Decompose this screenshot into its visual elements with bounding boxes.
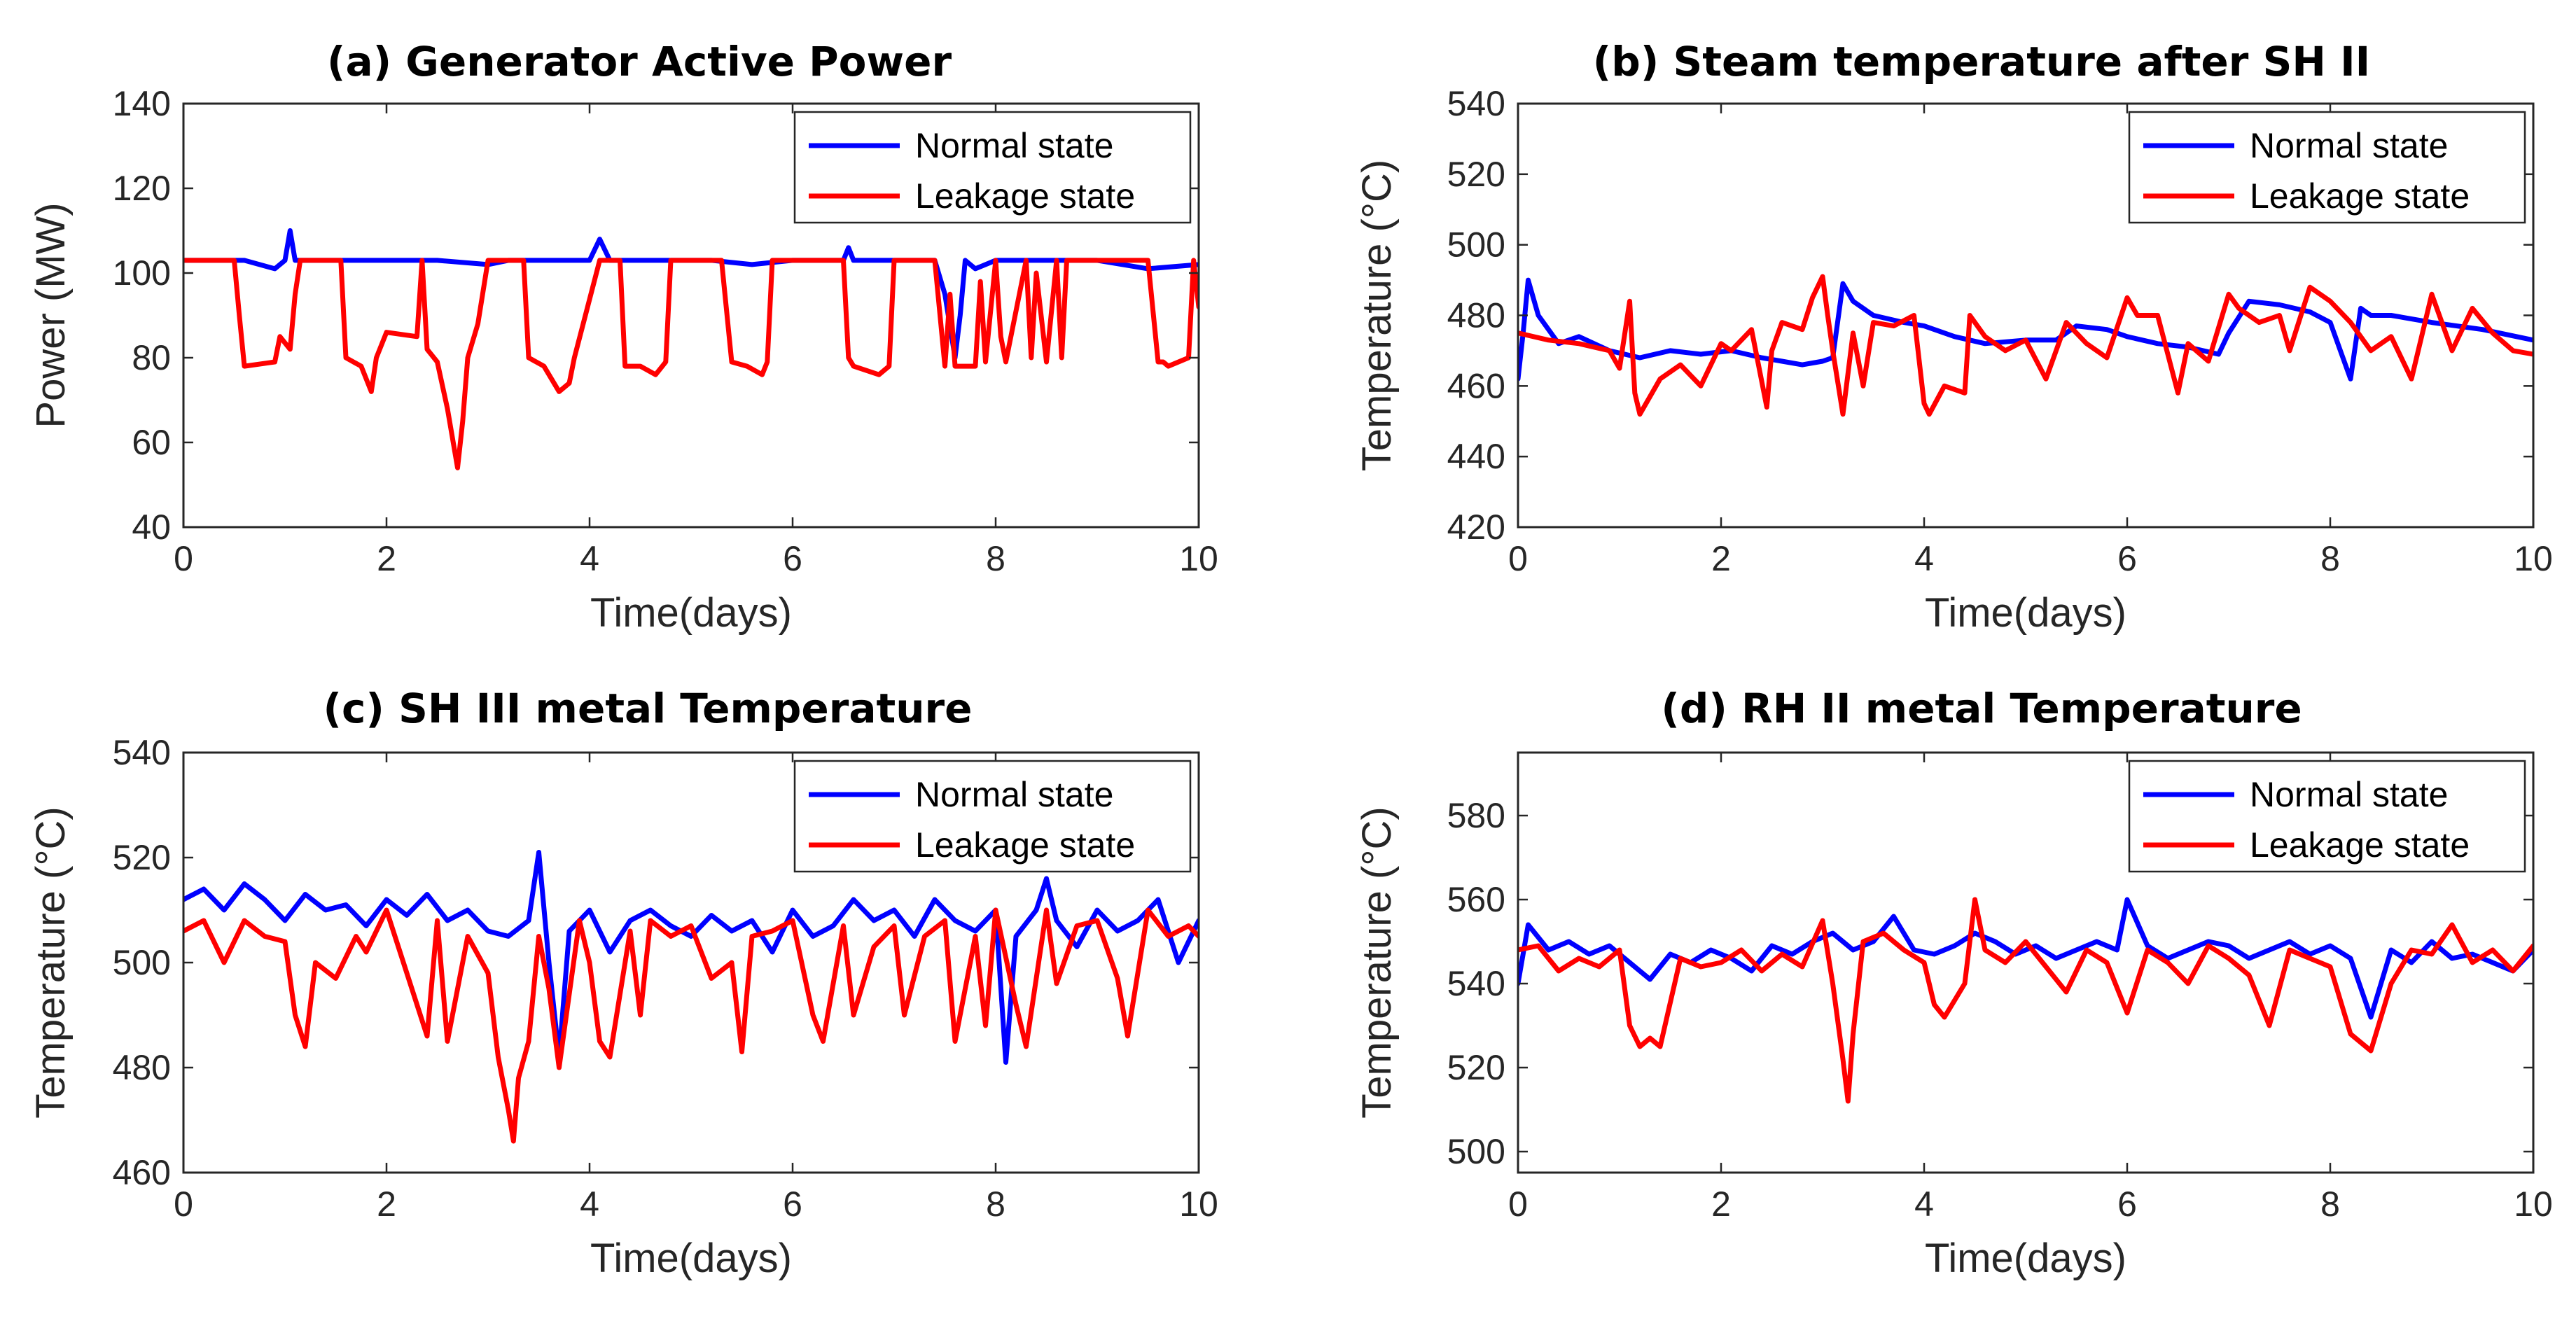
- legend-label: Normal state: [915, 775, 1113, 814]
- y-tick-label: 540: [113, 733, 171, 772]
- x-tick-label: 10: [1179, 1184, 1218, 1224]
- y-tick-label: 440: [1447, 437, 1505, 476]
- x-tick-label: 0: [1508, 539, 1528, 578]
- legend-label: Leakage state: [915, 825, 1135, 865]
- x-tick-label: 0: [174, 1184, 193, 1224]
- x-tick-label: 4: [580, 1184, 599, 1224]
- x-tick-label: 2: [1711, 1184, 1731, 1224]
- y-tick-label: 420: [1447, 508, 1505, 547]
- y-tick-label: 500: [1447, 1132, 1505, 1171]
- x-tick-label: 10: [1179, 539, 1218, 578]
- legend-box: [793, 760, 1192, 873]
- plot-frame: [182, 102, 1200, 529]
- y-tick-label: 80: [132, 338, 171, 377]
- legend-box: [2128, 111, 2526, 224]
- plot-frame: [1517, 751, 2535, 1174]
- x-tick-label: 4: [1914, 539, 1934, 578]
- y-axis-label: Temperature (°C): [1354, 806, 1400, 1118]
- x-tick-label: 4: [1914, 1184, 1934, 1224]
- legend-label: Leakage state: [915, 176, 1135, 216]
- chart-title: (d) RH II metal Temperature: [1661, 685, 2302, 732]
- y-tick-label: 480: [113, 1048, 171, 1087]
- legend-box: [793, 111, 1192, 224]
- legend: Normal state Leakage state: [793, 111, 1192, 224]
- panel-d: 0 2 4 6 8 10 500 520 540 560 580 (d) RH II metal Te…: [1354, 685, 2553, 1281]
- y-axis-label: Temperature (°C): [28, 806, 74, 1118]
- x-tick-label: 6: [2117, 1184, 2137, 1224]
- x-axis-label: Time(days): [590, 1236, 792, 1281]
- series-line-leakage-state: [183, 258, 1199, 470]
- y-axis-label: Temperature (°C): [1354, 160, 1400, 471]
- x-tick-label: 10: [2514, 1184, 2553, 1224]
- chart-title: (c) SH III metal Temperature: [323, 685, 973, 732]
- y-tick-label: 480: [1447, 296, 1505, 335]
- series-line-leakage-state: [1518, 274, 2533, 417]
- x-tick-label: 6: [2117, 539, 2137, 578]
- x-tick-label: 8: [986, 539, 1005, 578]
- y-tick-label: 100: [113, 253, 171, 293]
- legend: Normal state Leakage state: [2128, 111, 2526, 224]
- x-axis-label: Time(days): [590, 590, 792, 636]
- legend-label: Leakage state: [2250, 825, 2470, 865]
- legend-box: [2128, 760, 2526, 873]
- x-tick-label: 6: [783, 1184, 802, 1224]
- legend: Normal state Leakage state: [793, 760, 1192, 873]
- y-tick-label: 520: [1447, 1048, 1505, 1087]
- x-tick-label: 2: [1711, 539, 1731, 578]
- x-tick-label: 8: [986, 1184, 1005, 1224]
- x-tick-label: 10: [2514, 539, 2553, 578]
- y-tick-label: 120: [113, 169, 171, 208]
- y-tick-label: 560: [1447, 880, 1505, 919]
- legend-label: Normal state: [2250, 775, 2448, 814]
- x-tick-label: 8: [2320, 539, 2340, 578]
- legend: Normal state Leakage state: [2128, 760, 2526, 873]
- x-axis-label: Time(days): [1925, 1236, 2126, 1281]
- x-axis-label: Time(days): [1925, 590, 2126, 636]
- y-tick-label: 540: [1447, 964, 1505, 1003]
- y-tick-label: 500: [1447, 225, 1505, 265]
- y-axis-label: Power (MW): [28, 202, 74, 428]
- y-tick-label: 40: [132, 508, 171, 547]
- y-tick-label: 520: [1447, 155, 1505, 194]
- panel-a: 0 2 4 6 8 10 40 60 80 100 120 140 (a) Generator Acti…: [28, 38, 1218, 636]
- y-tick-label: 500: [113, 943, 171, 982]
- series-line-normal-state: [1518, 277, 2533, 382]
- x-tick-label: 0: [1508, 1184, 1528, 1224]
- x-tick-label: 2: [377, 539, 396, 578]
- panel-c: 0 2 4 6 8 10 460 480 500 520 540 (c) SH III metal T…: [28, 685, 1218, 1281]
- legend-label: Leakage state: [2250, 176, 2470, 216]
- x-tick-label: 0: [174, 539, 193, 578]
- series-line-leakage-state: [1518, 897, 2533, 1104]
- y-tick-label: 140: [113, 84, 171, 123]
- x-tick-label: 2: [377, 1184, 396, 1224]
- x-tick-label: 6: [783, 539, 802, 578]
- y-tick-label: 580: [1447, 796, 1505, 835]
- chart-title: (a) Generator Active Power: [327, 38, 952, 85]
- series-line-normal-state: [183, 850, 1199, 1065]
- y-tick-label: 460: [1447, 366, 1505, 405]
- y-tick-label: 460: [113, 1153, 171, 1192]
- legend-label: Normal state: [915, 126, 1113, 165]
- y-tick-label: 520: [113, 838, 171, 877]
- series-line-leakage-state: [183, 907, 1199, 1144]
- chart-title: (b) Steam temperature after SH II: [1593, 38, 2370, 85]
- y-tick-label: 60: [132, 423, 171, 462]
- x-tick-label: 4: [580, 539, 599, 578]
- legend-label: Normal state: [2250, 126, 2448, 165]
- panel-b: 0 2 4 6 8 10 420 440 460 480 500 520 540 (b) Steam te…: [1354, 38, 2553, 636]
- x-tick-label: 8: [2320, 1184, 2340, 1224]
- y-tick-label: 540: [1447, 84, 1505, 123]
